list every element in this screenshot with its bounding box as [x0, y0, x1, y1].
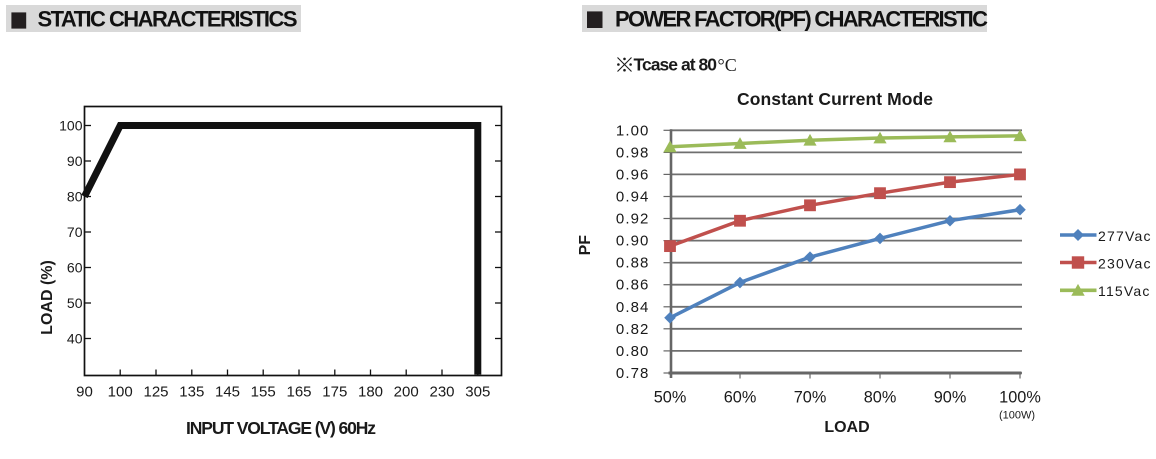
svg-text:Tcase at 80: Tcase at 80: [634, 55, 718, 75]
svg-text:70%: 70%: [794, 389, 827, 407]
svg-text:0.86: 0.86: [616, 277, 650, 294]
svg-text:0.78: 0.78: [616, 365, 650, 382]
svg-text:100: 100: [59, 118, 83, 134]
svg-text:145: 145: [215, 384, 240, 401]
svg-text:277Vac: 277Vac: [1098, 228, 1152, 244]
svg-text:40: 40: [67, 331, 83, 347]
svg-text:125: 125: [143, 384, 168, 401]
svg-text:100: 100: [108, 384, 133, 401]
svg-text:PF: PF: [577, 235, 594, 256]
svg-text:305: 305: [465, 384, 490, 401]
svg-text:230Vac: 230Vac: [1098, 255, 1152, 271]
svg-text:100%: 100%: [999, 389, 1041, 407]
svg-text:135: 135: [179, 384, 204, 401]
svg-text:Constant Current Mode: Constant Current Mode: [737, 89, 933, 109]
svg-text:175: 175: [322, 384, 347, 401]
svg-text:0.98: 0.98: [616, 144, 650, 161]
svg-text:90: 90: [67, 153, 83, 169]
svg-text:0.92: 0.92: [616, 211, 650, 228]
svg-text:LOAD: LOAD: [824, 419, 869, 436]
svg-text:0.94: 0.94: [616, 189, 650, 206]
svg-text:0.90: 0.90: [616, 233, 650, 250]
svg-text:°C: °C: [718, 55, 737, 75]
svg-text:(100W): (100W): [999, 410, 1035, 422]
svg-text:POWER FACTOR(PF) CHARACTERISTI: POWER FACTOR(PF) CHARACTERISTIC: [615, 7, 988, 32]
svg-text:60: 60: [67, 260, 83, 276]
svg-text:200: 200: [394, 384, 419, 401]
svg-text:0.84: 0.84: [616, 299, 650, 316]
svg-text:70: 70: [67, 224, 83, 240]
svg-text:80: 80: [67, 189, 83, 205]
svg-text:0.80: 0.80: [616, 343, 650, 360]
svg-text:0.82: 0.82: [616, 321, 650, 338]
svg-text:0.88: 0.88: [616, 255, 650, 272]
svg-text:165: 165: [286, 384, 311, 401]
svg-text:INPUT VOLTAGE (V) 60Hz: INPUT VOLTAGE (V) 60Hz: [186, 418, 376, 438]
svg-text:60%: 60%: [724, 389, 757, 407]
svg-text:115Vac: 115Vac: [1098, 283, 1151, 299]
svg-text:80%: 80%: [864, 389, 897, 407]
svg-text:LOAD (%): LOAD (%): [39, 260, 56, 335]
svg-text:0.96: 0.96: [616, 166, 650, 183]
svg-text:180: 180: [358, 384, 383, 401]
svg-text:50%: 50%: [654, 389, 687, 407]
svg-text:90: 90: [76, 384, 93, 401]
svg-text:50: 50: [67, 295, 83, 311]
svg-text:230: 230: [429, 384, 454, 401]
svg-text:1.00: 1.00: [616, 122, 650, 139]
svg-text:STATIC CHARACTERISTICS: STATIC CHARACTERISTICS: [38, 7, 298, 32]
svg-text:90%: 90%: [934, 389, 967, 407]
svg-text:155: 155: [251, 384, 276, 401]
